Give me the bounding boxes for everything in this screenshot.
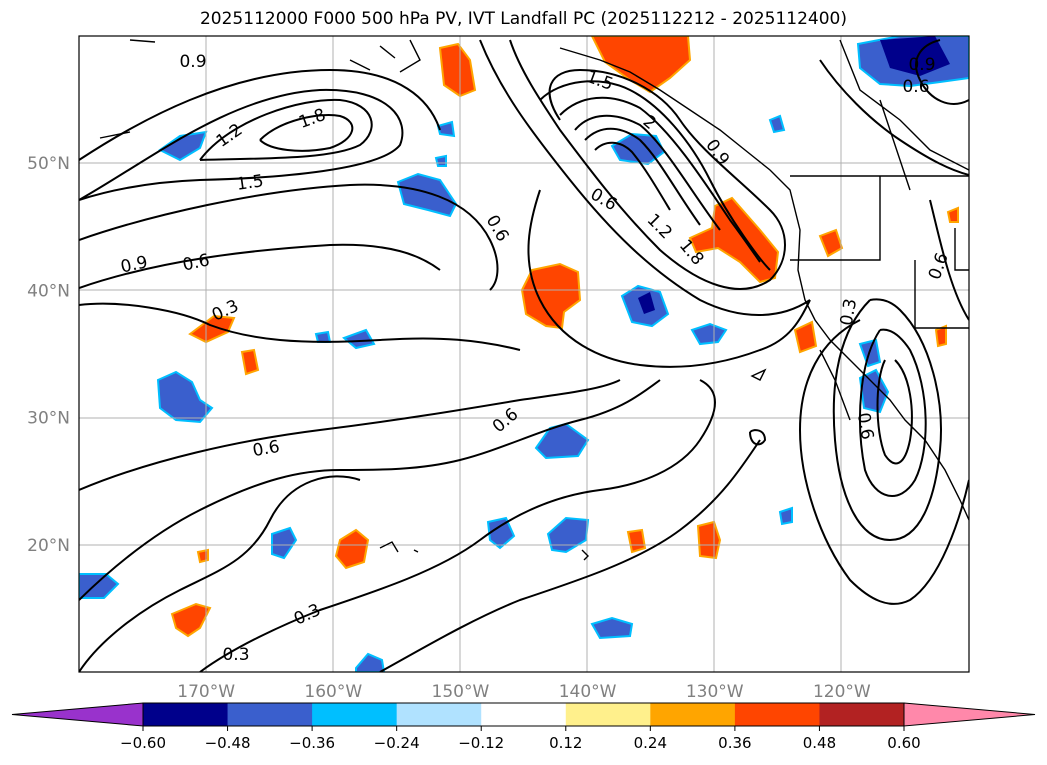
- negative-anomaly: [158, 130, 208, 162]
- longitude-label: 160°W: [304, 682, 362, 702]
- colorbar-tick-label: −0.36: [289, 734, 335, 752]
- map-frame: [78, 35, 970, 673]
- colorbar-tick-label: 0.36: [718, 734, 751, 752]
- colorbar-tick-label: 0.48: [803, 734, 836, 752]
- negative-anomaly: [768, 114, 786, 134]
- latitude-label: 30°N: [27, 409, 70, 429]
- map-title: 2025112000 F000 500 hPa PV, IVT Landfall…: [199, 9, 847, 29]
- negative-anomaly: [156, 370, 214, 424]
- negative-anomaly: [638, 292, 655, 314]
- latitude-label: 50°N: [27, 154, 70, 174]
- negative-anomaly: [778, 506, 793, 526]
- colorbar-bin: [565, 703, 651, 726]
- positive-anomaly: [946, 206, 959, 223]
- negative-anomaly: [546, 516, 590, 554]
- contour-label: 0.3: [222, 645, 249, 665]
- colorbar-bin: [481, 703, 567, 726]
- colorbar-tick-label: −0.24: [374, 734, 420, 752]
- contour-label: 0.6: [853, 411, 877, 441]
- positive-anomaly: [438, 42, 477, 98]
- negative-anomaly: [355, 652, 386, 672]
- positive-anomaly: [188, 314, 236, 344]
- contour-label: 1.5: [235, 171, 265, 195]
- coastlines: [99, 39, 969, 561]
- positive-anomaly: [170, 602, 212, 638]
- colorbar-tick-label: −0.12: [458, 734, 504, 752]
- negative-anomaly: [342, 328, 376, 350]
- negative-anomaly: [880, 36, 950, 76]
- negative-anomaly: [534, 422, 590, 460]
- positive-anomaly: [240, 348, 260, 376]
- contour-label: 0.9: [908, 55, 935, 75]
- negative-anomaly: [436, 120, 456, 138]
- longitude-labels: 170°W 160°W 150°W 140°W 130°W 120°W: [177, 682, 871, 702]
- latitude-labels: 50°N 40°N 30°N 20°N: [27, 154, 70, 556]
- longitude-label: 130°W: [686, 682, 744, 702]
- colorbar-frame: [142, 702, 905, 727]
- colorbar-tick-label: −0.60: [120, 734, 166, 752]
- latitude-label: 20°N: [27, 536, 70, 556]
- colorbar-tick-label: 0.12: [549, 734, 582, 752]
- colorbar-bin: [227, 703, 313, 726]
- longitude-label: 140°W: [559, 682, 617, 702]
- colorbar-bin: [396, 703, 482, 726]
- positive-anomaly: [793, 320, 818, 354]
- pv-shading: [79, 36, 969, 672]
- negative-anomaly: [590, 616, 634, 640]
- colorbar-tick-label: 0.24: [634, 734, 667, 752]
- colorbar-bin: [819, 703, 905, 726]
- colorbar-extend-min: [11, 702, 144, 727]
- colorbar-bin: [734, 703, 820, 726]
- pv-contours: [79, 39, 969, 672]
- contour-label: 0.6: [251, 437, 281, 461]
- colorbar-tick-label: −0.48: [205, 734, 251, 752]
- contour-label: 0.3: [837, 297, 861, 327]
- colorbar-bin: [143, 703, 229, 726]
- latitude-label: 40°N: [27, 281, 70, 301]
- negative-anomaly: [486, 516, 516, 550]
- negative-anomaly: [271, 526, 298, 560]
- positive-anomaly: [334, 528, 370, 570]
- colorbar-bin: [650, 703, 736, 726]
- longitude-label: 150°W: [432, 682, 490, 702]
- longitude-label: 120°W: [813, 682, 871, 702]
- positive-anomaly: [590, 36, 692, 94]
- contour-label: 0.9: [179, 52, 206, 72]
- positive-anomaly: [818, 228, 844, 258]
- contour-label: 0.6: [902, 77, 929, 97]
- graticule: [79, 36, 969, 672]
- negative-anomaly: [396, 172, 458, 218]
- colorbar-bin: [312, 703, 398, 726]
- colorbar-extend-max: [903, 702, 1036, 727]
- longitude-label: 170°W: [177, 682, 235, 702]
- negative-anomaly: [858, 368, 890, 414]
- positive-anomaly: [520, 262, 582, 330]
- negative-anomaly: [690, 322, 728, 346]
- colorbar-tick-label: 0.60: [887, 734, 920, 752]
